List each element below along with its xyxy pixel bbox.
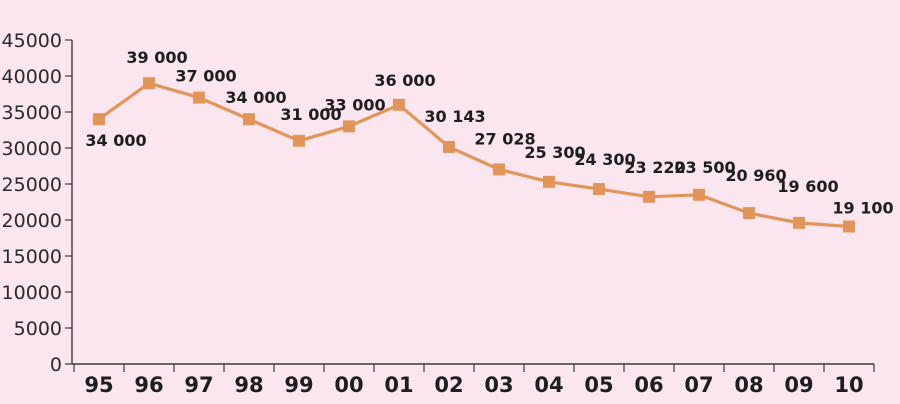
data-point <box>493 163 505 176</box>
data-label: 23 500 <box>674 158 735 177</box>
y-tick-label: 35000 <box>2 102 62 124</box>
x-tick-label: 02 <box>434 373 463 397</box>
x-tick-label: 03 <box>484 373 513 397</box>
x-tick-label: 99 <box>284 373 313 397</box>
data-label: 20 960 <box>725 166 786 185</box>
x-tick-label: 04 <box>534 373 563 397</box>
y-tick-label: 25000 <box>2 174 62 196</box>
data-point <box>93 113 105 126</box>
chart-axes <box>71 40 874 365</box>
data-label: 30 143 <box>424 107 485 126</box>
y-tick-label: 5000 <box>14 318 62 340</box>
data-point <box>843 220 855 233</box>
data-label: 19 100 <box>832 198 893 217</box>
y-tick-label: 40000 <box>2 66 62 88</box>
data-point <box>643 190 655 203</box>
series-line <box>98 81 850 229</box>
data-point <box>393 98 405 111</box>
y-tick-label: 45000 <box>2 30 62 52</box>
x-tick-label: 97 <box>184 373 213 397</box>
y-tick-label: 30000 <box>2 138 62 160</box>
data-label: 37 000 <box>175 67 236 86</box>
data-label: 19 600 <box>777 177 838 196</box>
data-point <box>343 120 355 133</box>
data-point <box>143 77 155 90</box>
y-tick-label: 0 <box>50 354 62 376</box>
y-tick-label: 10000 <box>2 282 62 304</box>
data-label: 33 000 <box>324 95 385 114</box>
x-tick-label: 96 <box>134 373 163 397</box>
x-tick-label: 06 <box>634 373 663 397</box>
series-group <box>93 77 855 233</box>
x-tick-label: 00 <box>334 373 363 397</box>
data-point <box>743 207 755 220</box>
data-label: 39 000 <box>126 48 187 67</box>
x-tick-label: 10 <box>834 373 863 397</box>
data-label: 34 000 <box>85 131 146 150</box>
data-point <box>793 216 805 229</box>
data-point <box>243 113 255 126</box>
x-tick-label: 08 <box>734 373 763 397</box>
data-point <box>693 188 705 201</box>
data-point <box>543 175 555 188</box>
data-label: 34 000 <box>225 88 286 107</box>
x-tick-label: 05 <box>584 373 613 397</box>
x-axis-ticks: 95 96 97 98 99 00 01 02 03 04 05 06 07 08 09 10 <box>73 364 875 397</box>
x-tick-label: 07 <box>684 373 713 397</box>
data-label: 23 220 <box>624 158 685 177</box>
x-tick-label: 09 <box>784 373 813 397</box>
data-label: 27 028 <box>474 129 535 148</box>
y-tick-label: 15000 <box>2 246 62 268</box>
data-label: 24 300 <box>574 150 635 169</box>
y-tick-label: 20000 <box>2 210 62 232</box>
data-point <box>193 91 205 104</box>
y-axis-ticks: 0 5000 10000 15000 20000 25000 30000 35000 40000… <box>2 30 72 376</box>
x-tick-label: 95 <box>84 373 113 397</box>
data-label: 25 300 <box>524 143 585 162</box>
x-tick-label: 01 <box>384 373 413 397</box>
data-point <box>593 183 605 196</box>
data-point <box>293 134 305 147</box>
data-point <box>443 140 455 153</box>
data-label: 36 000 <box>374 71 435 90</box>
x-tick-label: 98 <box>234 373 263 397</box>
data-label: 31 000 <box>280 105 341 124</box>
